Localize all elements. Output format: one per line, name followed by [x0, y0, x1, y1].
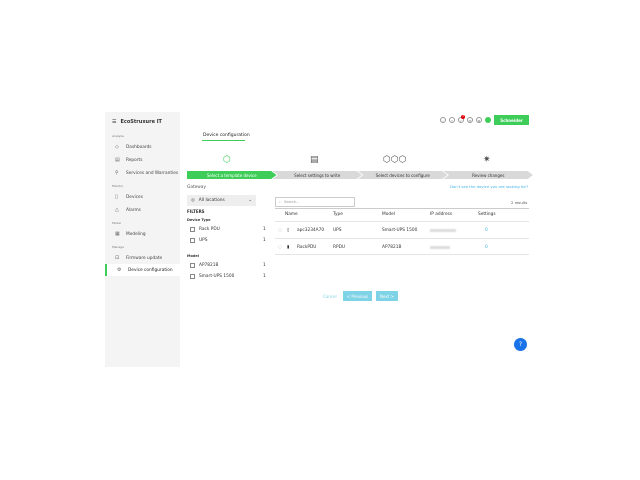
- section-manage: Manage: [112, 245, 124, 249]
- sidebar-item-devices[interactable]: ▯ Devices: [115, 194, 143, 200]
- sidebar-item-firmware[interactable]: ⊡ Firmware update: [115, 255, 163, 261]
- devices-icon: ⬡⬡⬡: [383, 155, 407, 165]
- menu-icon[interactable]: ☰: [112, 119, 117, 125]
- search-icon: ⌕: [279, 200, 281, 204]
- sidebar-item-dashboards[interactable]: ◇ Dashboards: [115, 144, 152, 150]
- help-fab-icon[interactable]: ?: [514, 338, 527, 351]
- filter-label: UPS: [199, 238, 208, 243]
- cancel-button[interactable]: Cancel: [323, 294, 337, 299]
- cell-model: Smart-UPS 1500: [382, 228, 418, 233]
- section-model: Model: [112, 221, 122, 225]
- firmware-icon: ⊡: [115, 255, 120, 261]
- column-ip-address[interactable]: IP address: [430, 212, 453, 217]
- filter-count: 1: [263, 263, 266, 268]
- filters-title: FILTERS: [187, 209, 205, 214]
- chevron-down-icon: ⌄: [248, 198, 252, 203]
- device-type-label: Device Type: [187, 218, 211, 222]
- modeling-icon: ▦: [115, 231, 120, 237]
- column-model[interactable]: Model: [382, 212, 395, 217]
- magic-wand-icon: ✷: [483, 155, 491, 165]
- cell-settings: 0: [485, 245, 488, 250]
- filter-count: 1: [263, 274, 266, 279]
- search-icon[interactable]: ⌕: [440, 117, 446, 123]
- gateway-label: Gateway: [187, 185, 206, 190]
- location-icon: ◎: [191, 198, 195, 203]
- sidebar-item-alarms[interactable]: △ Alarms: [115, 207, 141, 213]
- column-type[interactable]: Type: [333, 212, 343, 217]
- step-review: Review changes: [443, 171, 533, 179]
- document-icon: ▤: [115, 157, 120, 163]
- filter-checkbox-ups[interactable]: [190, 238, 195, 243]
- cell-settings: 0: [485, 228, 488, 233]
- user-avatar[interactable]: [485, 117, 491, 123]
- search-input[interactable]: ⌕ Search...: [275, 197, 355, 207]
- wizard-steps: Select a template device Select settings…: [187, 171, 533, 179]
- filter-count: 1: [263, 238, 266, 243]
- filter-checkbox-ap7821b[interactable]: [190, 263, 195, 268]
- cell-name: apc3234A70: [297, 228, 325, 233]
- top-toolbar: ⌕ ? ♪ 1 ✉ ⚙ Schneider: [440, 115, 529, 125]
- alarm-icon: △: [115, 207, 119, 213]
- bell-icon[interactable]: ♪ 1: [458, 115, 465, 123]
- sidebar: ☰ EcoStruxure IT Analyze ◇ Dashboards ▤ Rep…: [105, 112, 180, 367]
- cell-type: RPDU: [333, 245, 346, 250]
- sidebar-item-device-configuration[interactable]: ⚙ Device configuration: [105, 264, 180, 276]
- document-icon: ▤: [310, 155, 319, 165]
- sidebar-item-reports[interactable]: ▤ Reports: [115, 157, 143, 163]
- filter-checkbox-smart-ups[interactable]: [190, 274, 195, 279]
- sidebar-item-services[interactable]: ⚲ Services and Warranties: [115, 170, 179, 176]
- cell-ip-blurred: [430, 229, 456, 232]
- notification-badge: 1: [461, 115, 465, 119]
- section-monitor: Monitor: [112, 184, 124, 188]
- cell-model: AP7821B: [382, 245, 402, 250]
- schneider-logo: Schneider: [494, 115, 529, 125]
- table-row[interactable]: ○ ▯ apc3234A70 UPS Smart-UPS 1500 0: [275, 221, 529, 238]
- filter-count: 1: [263, 227, 266, 232]
- chat-icon[interactable]: ✉: [467, 117, 473, 123]
- cell-type: UPS: [333, 228, 342, 233]
- cell-ip-blurred: [430, 246, 450, 249]
- radio-button[interactable]: ○: [278, 245, 282, 250]
- filter-checkbox-rack-pdu[interactable]: [190, 227, 195, 232]
- services-icon: ⚲: [115, 170, 119, 176]
- step-select-template: Select a template device: [187, 171, 277, 179]
- section-analyze: Analyze: [112, 134, 124, 138]
- column-settings: Settings: [478, 212, 496, 217]
- sidebar-item-modeling[interactable]: ▦ Modeling: [115, 231, 146, 237]
- filter-label: Rack PDU: [199, 227, 220, 232]
- help-link[interactable]: Don't see the device you are looking for…: [450, 184, 529, 189]
- tab-device-configuration[interactable]: Device configuration: [203, 133, 250, 138]
- pdu-icon: ▮: [287, 245, 290, 250]
- app-logo: ☰ EcoStruxure IT: [112, 119, 162, 125]
- gateway-select[interactable]: ◎ All locations ⌄: [187, 195, 256, 206]
- tab-underline: [202, 140, 245, 141]
- settings-icon[interactable]: ⚙: [476, 117, 482, 123]
- device-icon: ⬡: [223, 155, 231, 165]
- previous-button[interactable]: < Previous: [343, 291, 372, 301]
- divider: [275, 208, 529, 209]
- filter-label: Smart-UPS 1500: [199, 274, 235, 279]
- results-count: 2 results: [511, 200, 528, 205]
- table-row[interactable]: ○ ▮ RackPDU RPDU AP7821B 0: [275, 238, 529, 255]
- step-select-settings: Select settings to write: [272, 171, 362, 179]
- model-label: Model: [187, 254, 199, 258]
- filter-label: AP7821B: [199, 263, 219, 268]
- cell-name: RackPDU: [297, 245, 317, 250]
- radio-button[interactable]: ○: [278, 228, 282, 233]
- ups-icon: ▯: [287, 228, 290, 233]
- eye-icon: ◇: [115, 144, 119, 150]
- help-icon[interactable]: ?: [449, 117, 455, 123]
- next-button[interactable]: Next >: [376, 291, 398, 301]
- step-select-devices: Select devices to configure: [358, 171, 448, 179]
- device-icon: ▯: [115, 194, 118, 200]
- app-window: ☰ EcoStruxure IT Analyze ◇ Dashboards ▤ Rep…: [105, 112, 533, 367]
- gear-icon: ⚙: [117, 267, 122, 273]
- column-name[interactable]: Name: [285, 212, 298, 217]
